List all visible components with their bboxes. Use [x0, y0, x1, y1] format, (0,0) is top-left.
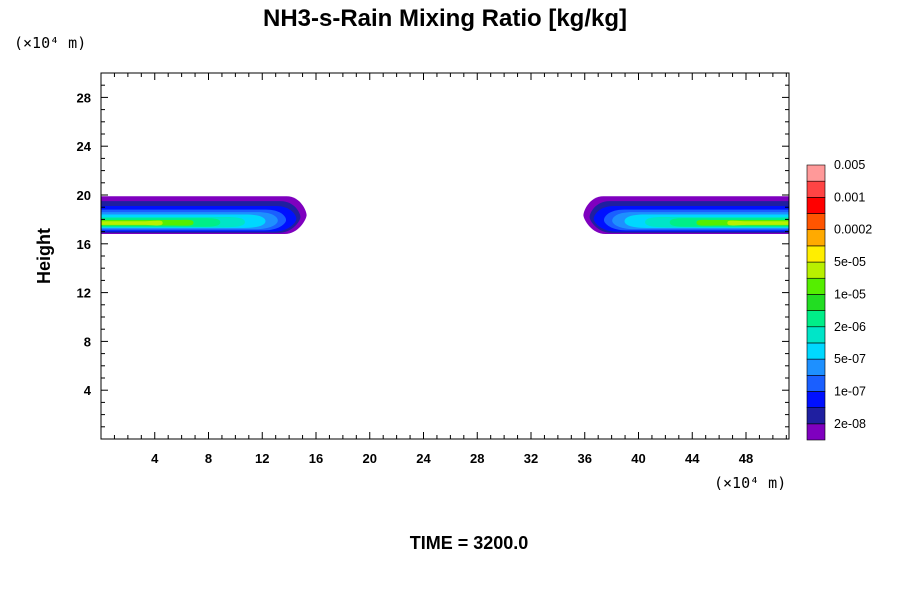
x-tick-label: 8: [205, 451, 212, 466]
x-tick-label: 44: [685, 451, 700, 466]
chart-title: NH3-s-Rain Mixing Ratio [kg/kg]: [263, 5, 627, 32]
x-tick-label: 16: [309, 451, 323, 466]
y-tick-label: 28: [77, 90, 91, 105]
colorbar-label: 1e-05: [834, 287, 866, 301]
colorbar-swatch: [806, 407, 826, 425]
colorbar-swatch: [806, 197, 826, 214]
colorbar-swatch: [806, 326, 826, 344]
colorbar: 2e-08 1e-07 5e-07 2e-06 1e-05 5e-05 0.0002 0.00…: [806, 158, 872, 441]
y-tick-label: 16: [77, 237, 91, 252]
colorbar-label: 0.005: [834, 158, 865, 172]
colorbar-label: 2e-06: [834, 320, 866, 334]
x-tick-label: 20: [363, 451, 377, 466]
colorbar-swatch: [806, 277, 826, 295]
colorbar-swatch: [806, 245, 826, 263]
colorbar-swatch: [806, 374, 826, 392]
colorbar-swatch: [806, 294, 826, 311]
colorbar-swatch: [806, 229, 826, 247]
x-tick-label: 40: [631, 451, 645, 466]
y-tick-label: 20: [77, 188, 91, 203]
colorbar-label: 0.001: [834, 190, 865, 204]
colorbar-label: 5e-05: [834, 255, 866, 269]
y-tick-label: 12: [77, 286, 91, 301]
y-tick-label: 24: [77, 139, 92, 154]
colorbar-label: 1e-07: [834, 384, 866, 398]
y-tick-label: 4: [84, 383, 92, 398]
x-tick-label: 28: [470, 451, 484, 466]
plot-frame: [100, 72, 790, 440]
colorbar-swatch: [806, 261, 826, 279]
colorbar-label: 5e-07: [834, 352, 866, 366]
colorbar-swatch: [806, 164, 826, 182]
colorbar-swatch: [806, 358, 826, 376]
contour-right-band-9: [727, 220, 789, 226]
x-axis: 4 8 12 16 20 24 28 32 36 40 44 48: [113, 73, 787, 466]
contour-left-band-9: [101, 220, 163, 226]
x-tick-label: 24: [416, 451, 431, 466]
y-unit-label: (×10⁴ m): [14, 34, 86, 52]
colorbar-label: 0.0002: [834, 223, 872, 237]
colorbar-swatch: [806, 423, 826, 441]
x-unit-label: (×10⁴ m): [714, 474, 786, 492]
colorbar-swatch: [806, 310, 826, 328]
x-tick-label: 48: [739, 451, 753, 466]
colorbar-swatch: [806, 342, 826, 360]
x-tick-label: 4: [151, 451, 159, 466]
x-tick-label: 12: [255, 451, 269, 466]
colorbar-swatch: [806, 213, 826, 231]
colorbar-label: 2e-08: [834, 417, 866, 431]
time-label: TIME = 3200.0: [410, 533, 529, 553]
y-axis: 4 8 12 16 20 24 28: [77, 84, 789, 428]
y-axis-label: Height: [34, 228, 54, 284]
plot-area: [100, 72, 790, 440]
x-tick-label: 36: [578, 451, 592, 466]
colorbar-swatch: [806, 391, 826, 408]
colorbar-swatch: [806, 180, 826, 198]
y-tick-label: 8: [84, 334, 91, 349]
x-tick-label: 32: [524, 451, 538, 466]
contour-fill: [101, 196, 789, 235]
